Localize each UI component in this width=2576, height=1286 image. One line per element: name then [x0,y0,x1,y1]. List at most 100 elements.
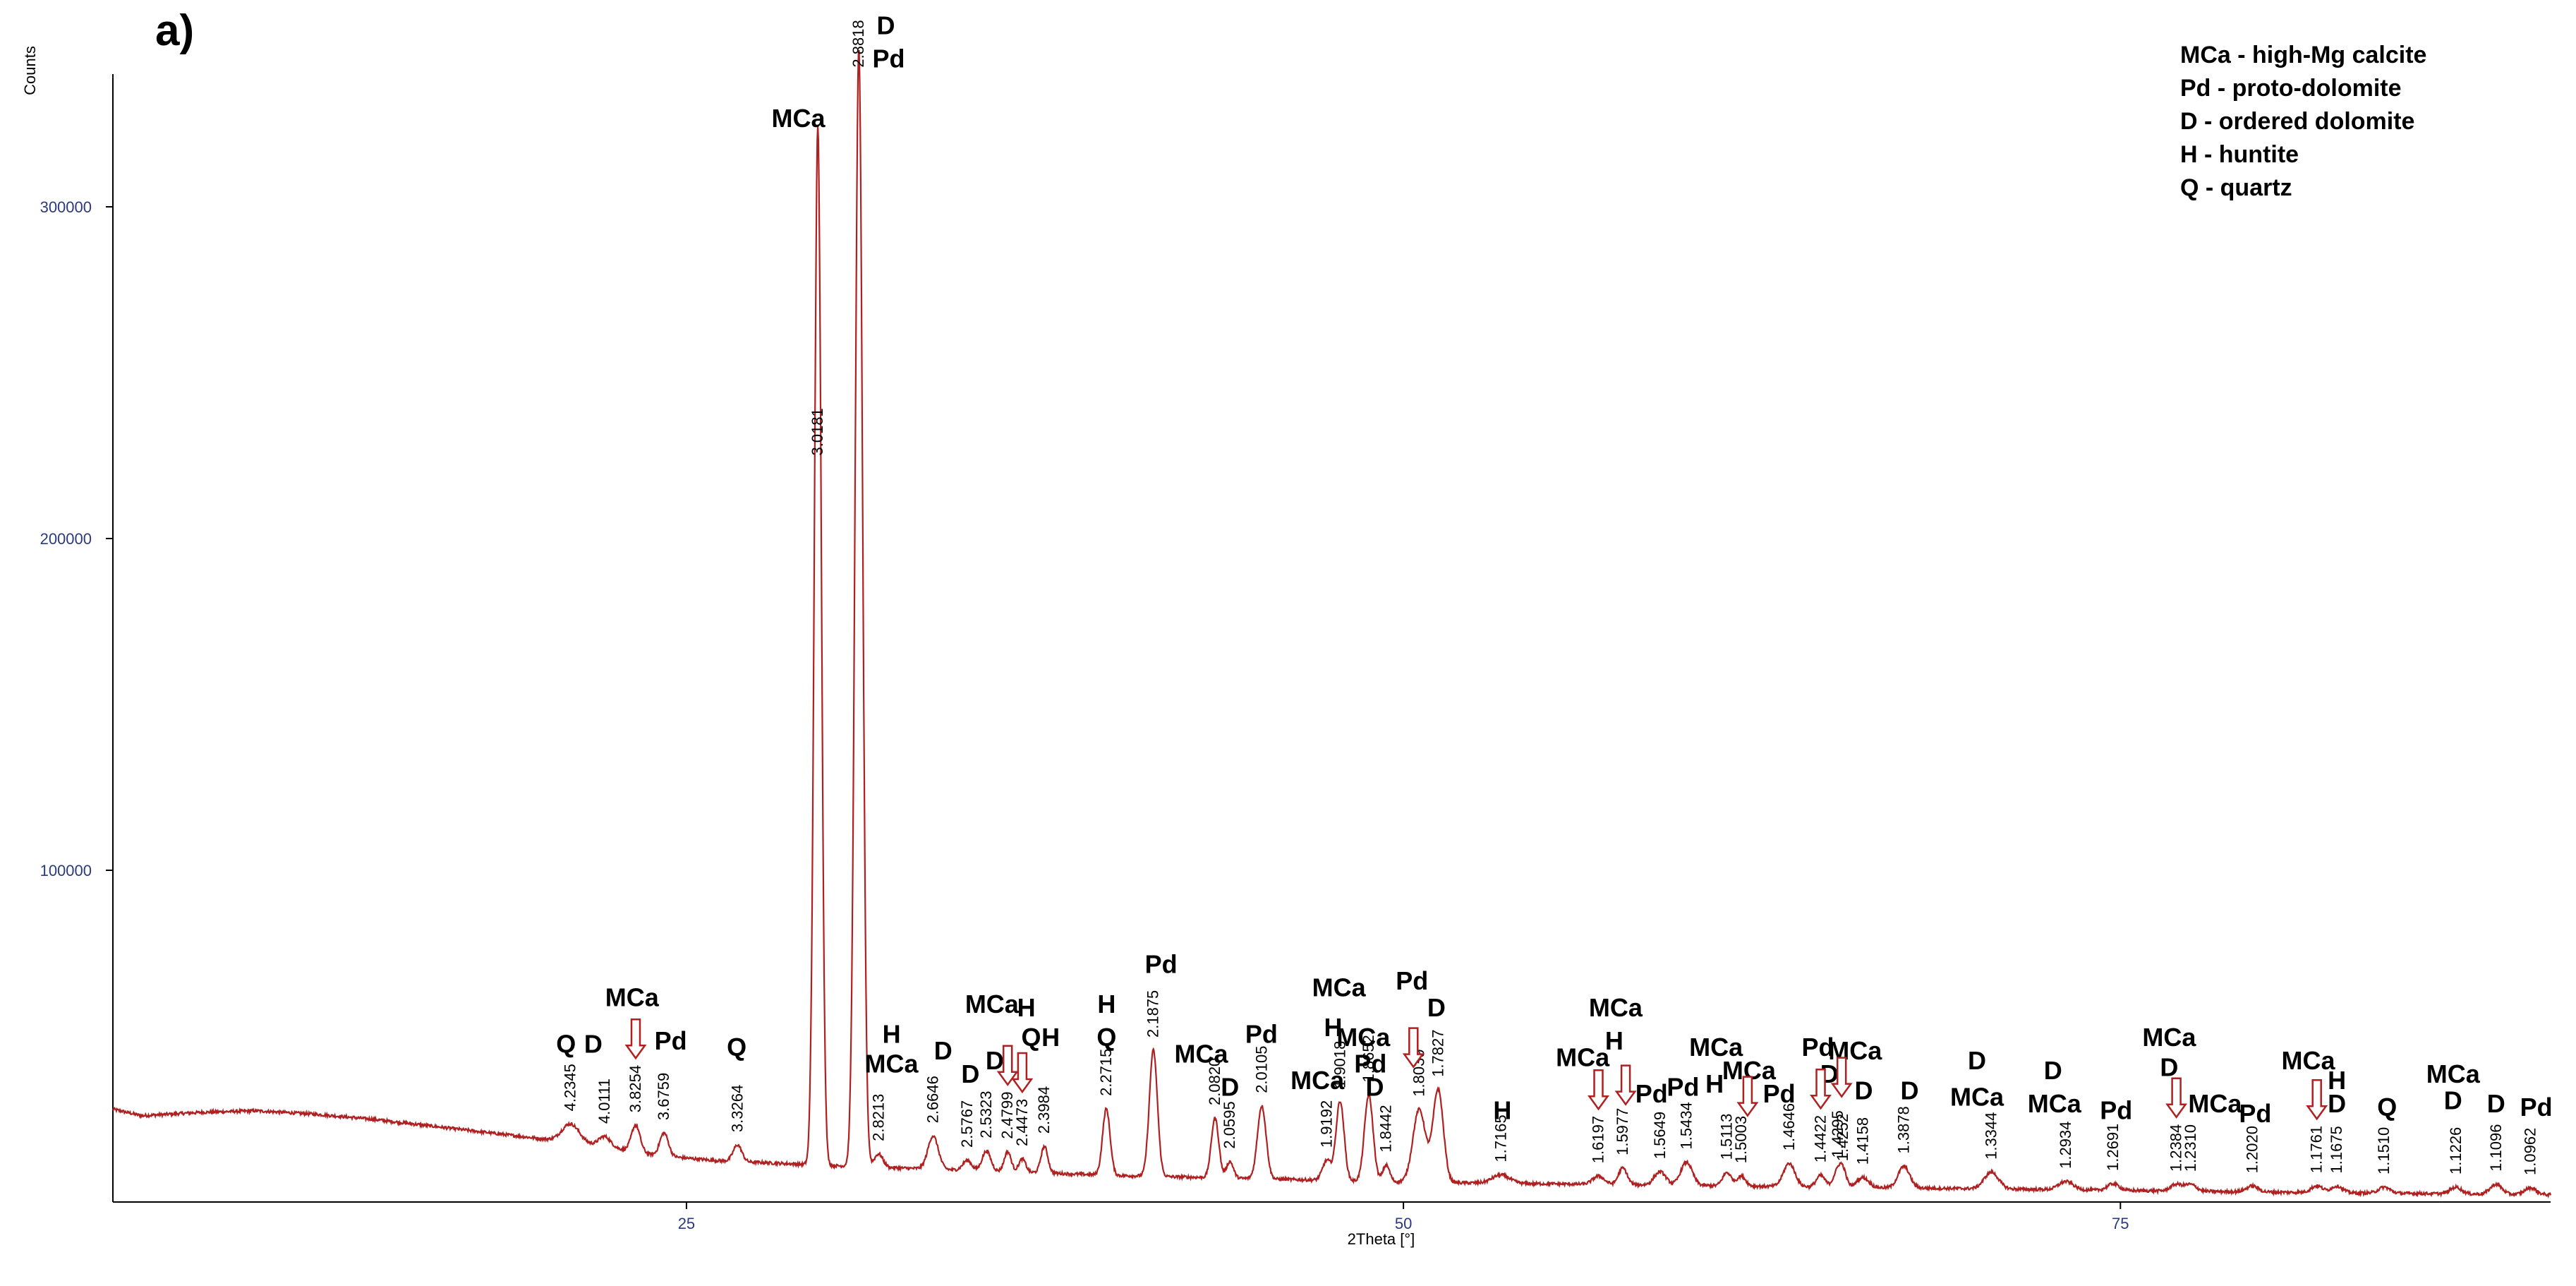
d-spacing-label: 1.2691 [2104,1124,2122,1171]
phase-label: D [1968,1046,1986,1075]
down-arrow-icon [2306,1078,2328,1121]
x-tick-label: 25 [678,1215,695,1232]
d-spacing-label: 1.2020 [2243,1126,2261,1173]
phase-label: H [1017,993,1036,1022]
phase-label: D [961,1059,979,1088]
d-spacing-label: 1.5649 [1651,1112,1669,1159]
phase-label: Pd [2100,1096,2132,1125]
phase-label: H [1324,1013,1343,1042]
d-spacing-label: 2.4799 [998,1092,1016,1139]
d-spacing-label: 1.5434 [1677,1102,1695,1149]
phase-label: D [2487,1089,2505,1118]
d-spacing-label: 1.4252 [1834,1114,1851,1161]
phase-label: Pd [1245,1019,1278,1048]
legend-item-mca: MCa - high-Mg calcite [2180,42,2427,68]
phase-label: MCa [965,990,1020,1018]
down-arrow-icon [1588,1069,1609,1111]
d-spacing-label: 2.8213 [869,1094,887,1141]
d-spacing-label: 2.0820 [1206,1058,1223,1105]
phase-label: H [883,1019,901,1048]
phase-label: Q [1022,1023,1041,1052]
phase-label: D [1427,993,1446,1022]
d-spacing-label: 2.0105 [1252,1046,1270,1093]
down-arrow-icon [1736,1076,1759,1117]
down-arrow-icon [624,1018,647,1060]
d-spacing-label: 1.1510 [2375,1127,2393,1174]
phase-label: MCa [1556,1042,1610,1071]
phase-label: MCa [865,1050,919,1078]
phase-label: MCa [1950,1083,2004,1112]
phase-label: D [2044,1056,2062,1085]
phase-legend: MCa - high-Mg calcite Pd - proto-dolomit… [2180,39,2426,205]
down-arrow-icon [1402,1027,1425,1069]
phase-label: H [1605,1026,1623,1055]
d-spacing-label: 3.3264 [728,1085,746,1132]
legend-item-pd: Pd - proto-dolomite [2180,75,2402,102]
x-tick-label: 75 [2112,1215,2129,1232]
phase-label: MCa [1290,1066,1345,1095]
phase-label: MCa [1336,1023,1391,1052]
d-spacing-label: 1.7827 [1429,1030,1446,1077]
phase-label: Pd [1145,950,1178,979]
phase-label: Pd [872,44,905,73]
phase-label: Pd [2520,1093,2553,1122]
phase-label: H [1493,1096,1511,1125]
phase-label: D [2160,1052,2178,1081]
d-spacing-label: 1.5113 [1718,1114,1736,1160]
phase-label: H [1097,990,1115,1018]
phase-label: D [1221,1073,1239,1102]
d-spacing-label: 1.9192 [1318,1100,1336,1148]
phase-label: Pd [1635,1079,1668,1108]
d-spacing-label: 1.1096 [2487,1124,2505,1172]
d-spacing-label: 2.8818 [849,20,867,67]
d-spacing-label: 1.5003 [1732,1116,1750,1163]
phase-label: D [2328,1089,2346,1118]
phase-label: Q [556,1030,576,1059]
phase-label: MCa [771,104,826,133]
phase-label: D [1855,1076,1873,1105]
d-spacing-label: 2.6646 [924,1076,942,1123]
down-arrow-icon [1614,1064,1637,1106]
d-spacing-label: 1.6197 [1590,1116,1607,1163]
d-spacing-label: 1.4422 [1812,1115,1830,1162]
d-spacing-label: 1.2310 [2182,1124,2199,1172]
d-spacing-label: 2.5323 [977,1091,995,1138]
phase-label: Pd [655,1026,687,1055]
phase-label: MCa [1175,1040,1229,1069]
d-spacing-label: 1.3344 [1982,1112,2000,1160]
legend-item-h: H - huntite [2180,141,2299,168]
phase-label: D [986,1046,1004,1075]
phase-label: Pd [1354,1050,1386,1078]
phase-label: Pd [1763,1079,1796,1108]
d-spacing-label: 4.0111 [595,1078,613,1124]
phase-label: Q [2377,1093,2397,1122]
legend-item-q: Q - quartz [2180,174,2292,201]
d-spacing-label: 2.5767 [958,1100,976,1148]
d-spacing-label: 2.1875 [1144,990,1162,1038]
y-tick-label: 100000 [40,862,92,879]
d-spacing-label: 1.0962 [2522,1128,2539,1175]
d-spacing-label: 4.2345 [562,1064,579,1111]
phase-label: MCa [2282,1046,2336,1075]
down-arrow-icon [2165,1077,2188,1119]
d-spacing-label: 1.8652 [1360,1035,1377,1082]
phase-label: D [584,1030,603,1059]
d-spacing-label: 1.1761 [2308,1126,2326,1173]
d-spacing-label: 2.4473 [1013,1099,1031,1146]
d-spacing-label: 1.4646 [1780,1103,1798,1150]
phase-label: Q [727,1033,746,1062]
x-axis-title: 2Theta [°] [1348,1230,1415,1248]
d-spacing-label: 2.0595 [1221,1101,1238,1148]
phase-label: Pd [1801,1033,1834,1062]
d-spacing-label: 1.8442 [1377,1105,1395,1152]
down-arrow-icon [1830,1057,1853,1098]
d-spacing-label: 3.0181 [809,408,826,455]
phase-label: H [1705,1069,1724,1098]
legend-item-d: D - ordered dolomite [2180,108,2415,135]
phase-label: MCa [605,983,660,1012]
phase-label: Q [1096,1023,1116,1052]
down-arrow-icon [1011,1052,1034,1094]
d-spacing-label: 1.5977 [1614,1108,1631,1155]
phase-label: MCa [1589,993,1643,1022]
d-spacing-label: 1.4158 [1854,1117,1871,1165]
